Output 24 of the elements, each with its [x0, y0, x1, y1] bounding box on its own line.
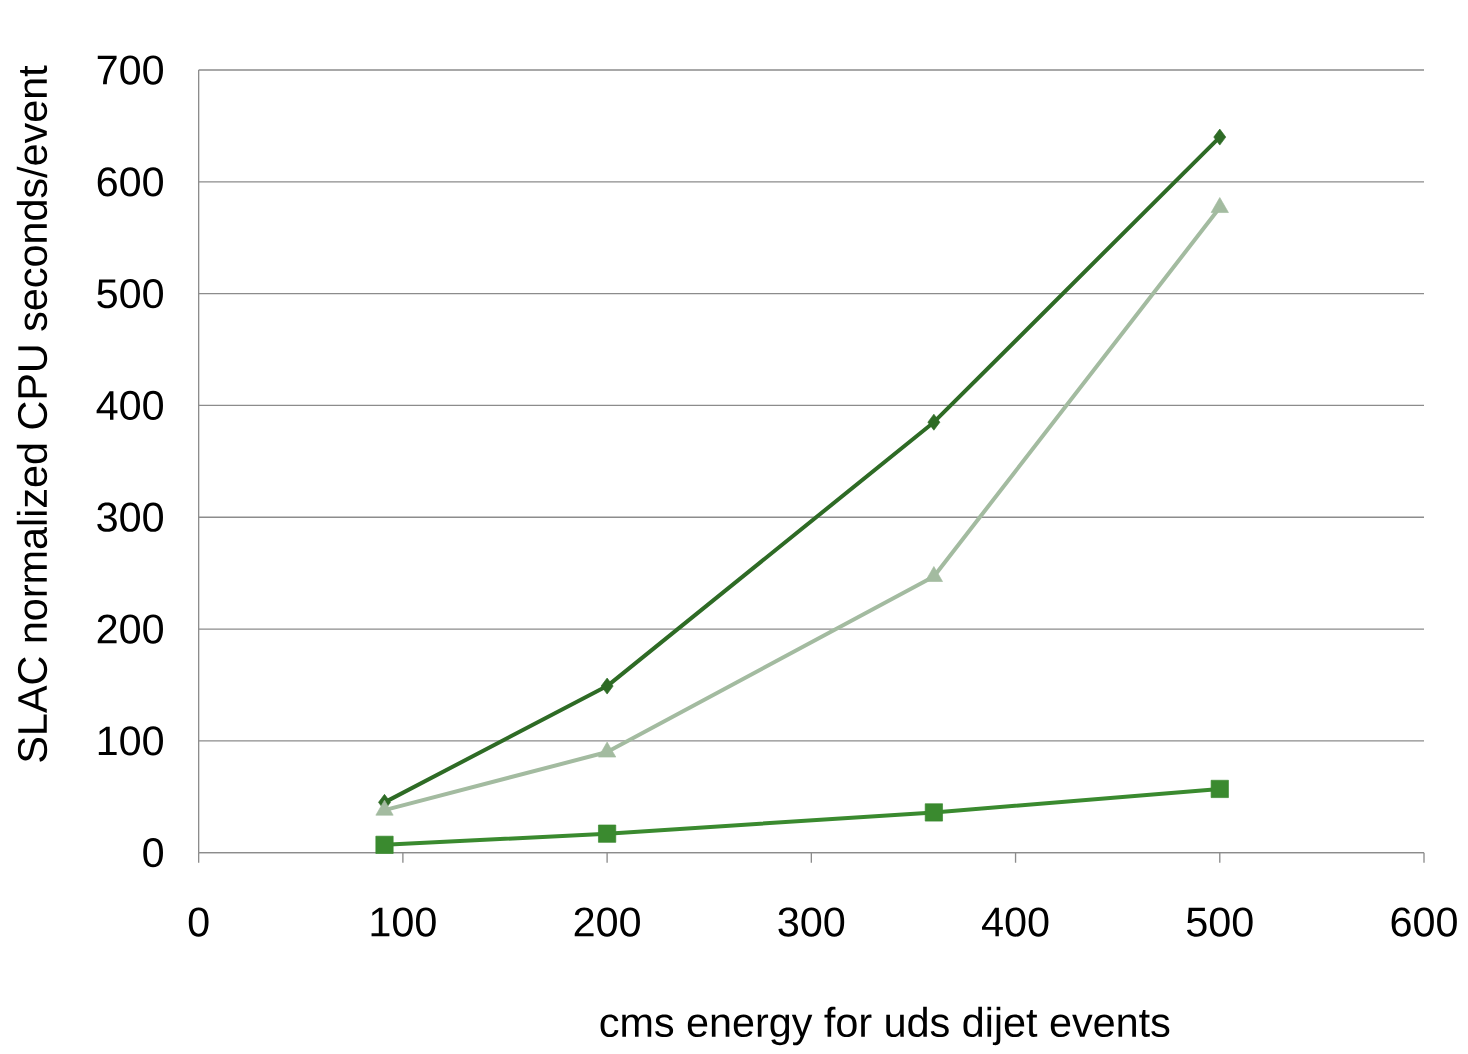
point	[598, 824, 617, 843]
x-tick-label: 600	[1391, 907, 1457, 937]
y-tick-label: 0	[143, 838, 163, 868]
x-tick-label: 0	[188, 907, 209, 937]
y-tick-label: 600	[97, 167, 163, 197]
y-tick-label: 300	[97, 502, 163, 532]
point	[924, 803, 943, 822]
x-axis-title: cms energy for uds dijet events	[600, 1006, 1170, 1046]
x-tick-label: 500	[1186, 907, 1253, 937]
y-tick-label: 500	[97, 279, 163, 309]
x-tick-label: 300	[778, 907, 845, 937]
point	[1213, 128, 1227, 146]
point	[600, 677, 614, 695]
y-tick-label: 400	[96, 390, 163, 421]
x-tick-label: 100	[371, 907, 436, 937]
point	[375, 835, 394, 854]
y-tick-label: 200	[97, 614, 163, 644]
y-tick-label: 100	[98, 726, 163, 756]
y-axis-title: SLAC normalized CPU seconds/event	[16, 65, 48, 762]
x-tick-label: 200	[574, 907, 640, 937]
y-tick-label: 700	[97, 55, 163, 85]
point	[927, 413, 941, 431]
x-tick-label: 400	[982, 907, 1049, 937]
point	[1210, 779, 1229, 798]
